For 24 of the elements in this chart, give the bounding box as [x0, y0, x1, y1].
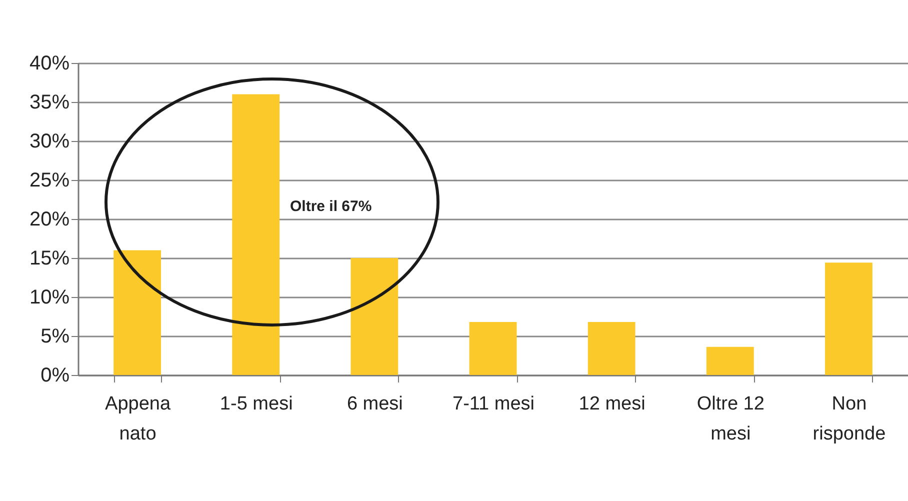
x-tick-label: 7-11 mesi [452, 394, 535, 414]
y-tick-label: 5% [40, 326, 70, 348]
y-tick-label: 0% [40, 364, 70, 386]
bar [114, 250, 161, 375]
bar [469, 322, 517, 375]
bar [232, 94, 280, 375]
y-tick-label: 25% [29, 170, 70, 192]
x-tick-label: 12 mesi [578, 394, 646, 414]
bar [706, 346, 754, 375]
x-tick-label: 6 mesi [346, 394, 403, 414]
x-tick-label: Appena nato [105, 394, 171, 444]
y-tick-label: 35% [29, 92, 70, 114]
y-tick-label: 30% [29, 130, 70, 152]
bar [588, 322, 636, 375]
x-tick-label: Oltre 12 mesi [696, 394, 764, 444]
x-tick-label: 1-5 mesi [220, 394, 293, 414]
y-tick-label: 40% [29, 52, 70, 74]
bar [825, 262, 872, 375]
annotation: Oltre il 67% [290, 198, 372, 215]
x-tick-label: Non risponde [812, 394, 886, 444]
y-tick-label: 15% [29, 248, 70, 270]
bar [350, 258, 398, 375]
y-tick-label: 10% [29, 286, 70, 308]
y-tick-label: 20% [29, 208, 70, 230]
